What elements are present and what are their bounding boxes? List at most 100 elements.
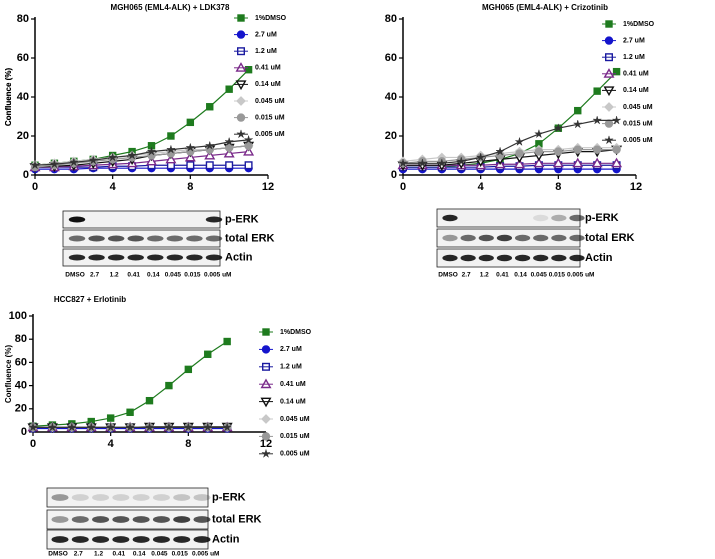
blot-band bbox=[551, 254, 567, 262]
y-axis-label: Confluence (%) bbox=[4, 345, 13, 404]
blot-band bbox=[112, 536, 130, 543]
legend-label: 1.2 uM bbox=[255, 48, 277, 55]
blot-lane-label: 0.14 bbox=[133, 551, 146, 558]
data-point bbox=[106, 414, 115, 422]
blot-band bbox=[88, 254, 105, 261]
legend-label: 0.41 uM bbox=[255, 65, 281, 72]
data-point bbox=[552, 157, 564, 168]
y-tick-label: 80 bbox=[385, 13, 397, 25]
blot-lane-label: 0.41 bbox=[127, 272, 140, 279]
data-point bbox=[574, 106, 582, 115]
blot-lane-label: 0.045 bbox=[151, 551, 168, 558]
legend-label: 1.2 uM bbox=[280, 364, 302, 371]
series-line bbox=[35, 167, 249, 170]
blot-lane-label: 0.14 bbox=[514, 272, 527, 279]
x-tick-label: 0 bbox=[400, 181, 406, 193]
data-point bbox=[183, 422, 194, 432]
blot-band bbox=[147, 254, 164, 261]
blot-lane-label: DMSO bbox=[48, 551, 68, 558]
data-point bbox=[125, 422, 136, 432]
data-point bbox=[66, 422, 77, 432]
chart-panel: MGH065 (EML4-ALK) + LDK378 Confluence (%)… bbox=[4, 3, 287, 193]
data-point bbox=[611, 157, 623, 168]
y-axis-label: Confluence (%) bbox=[4, 68, 13, 127]
chart-panel: MGH065 (EML4-ALK) + Crizotinib Confluence… bbox=[4, 3, 655, 193]
blot-band bbox=[478, 254, 494, 262]
y-tick-label: 100 bbox=[9, 310, 27, 322]
blot-band bbox=[152, 516, 170, 523]
data-point bbox=[146, 146, 157, 156]
x-tick-label: 4 bbox=[478, 181, 485, 193]
blot-band bbox=[569, 214, 585, 222]
data-point bbox=[163, 422, 174, 432]
data-point bbox=[225, 161, 234, 170]
legend-label: 0.015 uM bbox=[623, 120, 653, 127]
blot-band bbox=[193, 494, 211, 501]
y-tick-label: 80 bbox=[15, 333, 27, 345]
blot-band bbox=[68, 235, 86, 242]
data-point bbox=[165, 144, 176, 154]
blot-band bbox=[533, 214, 549, 222]
data-point bbox=[513, 158, 526, 169]
data-point bbox=[68, 157, 79, 167]
legend-label: 0.14 uM bbox=[623, 87, 649, 94]
x-tick-label: 8 bbox=[555, 181, 561, 193]
blot-lane-label: 0.005 uM bbox=[567, 272, 594, 279]
data-point bbox=[534, 147, 544, 156]
data-point bbox=[224, 136, 235, 147]
blot-band bbox=[51, 536, 69, 543]
data-point bbox=[612, 67, 621, 76]
western-blot: p-ERK total ERK Actin DMSO 2.7 1.2 0.41 0.14 0.0… bbox=[62, 210, 275, 279]
blot-band bbox=[112, 494, 130, 501]
y-tick-label: 60 bbox=[17, 52, 29, 64]
blot-band bbox=[92, 494, 110, 501]
y-tick-label: 40 bbox=[385, 91, 397, 103]
blot-band bbox=[496, 234, 513, 242]
legend-label: 0.14 uM bbox=[280, 398, 306, 405]
blot-band bbox=[51, 516, 69, 523]
blot-lane-label: 0.045 bbox=[165, 272, 182, 279]
blot-band bbox=[132, 494, 150, 501]
blot-band bbox=[152, 536, 170, 543]
blot-band bbox=[442, 234, 458, 242]
blot-band bbox=[569, 254, 585, 262]
blot-band bbox=[496, 254, 513, 262]
blot-lane-label: 0.015 bbox=[549, 272, 566, 279]
legend-label: 0.41 uM bbox=[280, 381, 306, 388]
data-point bbox=[475, 152, 486, 162]
data-point bbox=[223, 337, 231, 346]
blot-lane-label: 0.005 uM bbox=[192, 551, 219, 558]
data-point bbox=[126, 408, 134, 416]
x-tick-label: 4 bbox=[108, 438, 115, 450]
data-point bbox=[145, 396, 154, 405]
blot-band bbox=[173, 516, 191, 523]
blot-band bbox=[551, 214, 567, 222]
y-tick-label: 20 bbox=[15, 403, 27, 415]
data-point bbox=[30, 160, 40, 170]
blot-band bbox=[569, 234, 585, 242]
blot-band bbox=[127, 235, 144, 242]
data-point bbox=[144, 422, 155, 432]
blot-band bbox=[88, 235, 105, 242]
blot-band bbox=[68, 254, 86, 261]
legend-label: 0.045 uM bbox=[280, 416, 310, 423]
legend-label: 1%DMSO bbox=[623, 21, 655, 28]
blot-band bbox=[132, 536, 150, 543]
blot-band bbox=[442, 254, 458, 262]
data-point bbox=[417, 158, 428, 168]
blot-band bbox=[71, 536, 89, 543]
legend-label: 0.005 uM bbox=[623, 137, 653, 144]
blot-lane-label: 0.015 bbox=[184, 272, 201, 279]
legend-label: 1.2 uM bbox=[623, 54, 645, 61]
blot-row-label: p-ERK bbox=[225, 213, 259, 225]
blot-lane-label: 0.41 bbox=[113, 551, 126, 558]
western-blot: p-ERK total ERK Actin DMSO 2.7 1.2 0.41 0.14 0.0… bbox=[436, 208, 635, 279]
blot-band bbox=[127, 254, 144, 261]
blot-band bbox=[107, 254, 125, 261]
legend-label: 0.005 uM bbox=[280, 451, 310, 458]
x-tick-label: 12 bbox=[260, 438, 272, 450]
legend-label: 0.015 uM bbox=[255, 114, 285, 121]
data-point bbox=[186, 118, 195, 127]
data-point bbox=[515, 149, 524, 158]
